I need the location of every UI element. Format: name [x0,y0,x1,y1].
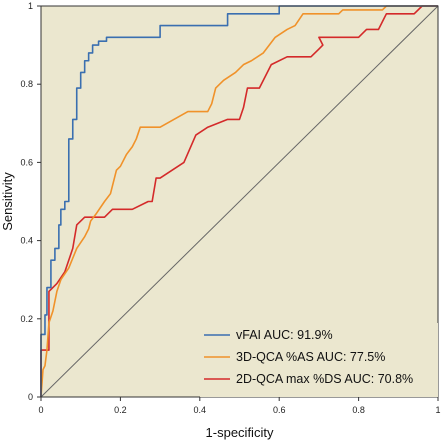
legend-label-2: 3D-QCA %AS AUC: 77.5% [236,350,385,364]
reference-diagonal-line [40,5,439,398]
x-tick-label: 1 [435,405,440,415]
series-layer [40,5,438,398]
y-tick-label: 0 [28,392,33,402]
legend-label-1: vFAI AUC: 91.9% [236,328,333,342]
y-tick-label: 1 [28,1,33,11]
x-tick-label: 0.8 [352,405,365,415]
axes-layer: 0 0.2 0.4 0.6 0.8 1 0 0.2 0.4 0.6 0.8 1 [20,1,440,415]
y-tick-label: 0.8 [20,79,33,89]
y-axis-title: Sensitivity [0,172,15,231]
series-line-2 [40,5,438,398]
legend-label-3: 2D-QCA max %DS AUC: 70.8% [236,372,413,386]
x-tick-label: 0.2 [114,405,127,415]
x-tick-label: 0.4 [194,405,207,415]
series-line-3 [40,5,438,397]
x-tick-label: 0 [38,405,43,415]
y-tick-label: 0.2 [20,314,33,324]
y-tick-label: 0.4 [20,236,33,246]
x-axis-title: 1-specificity [206,425,274,440]
legend: vFAI AUC: 91.9% 3D-QCA %AS AUC: 77.5% 2D-Q… [200,323,438,397]
x-tick-label: 0.6 [273,405,286,415]
series-line-1 [40,5,438,397]
legend-box [200,323,438,397]
y-tick-label: 0.6 [20,157,33,167]
